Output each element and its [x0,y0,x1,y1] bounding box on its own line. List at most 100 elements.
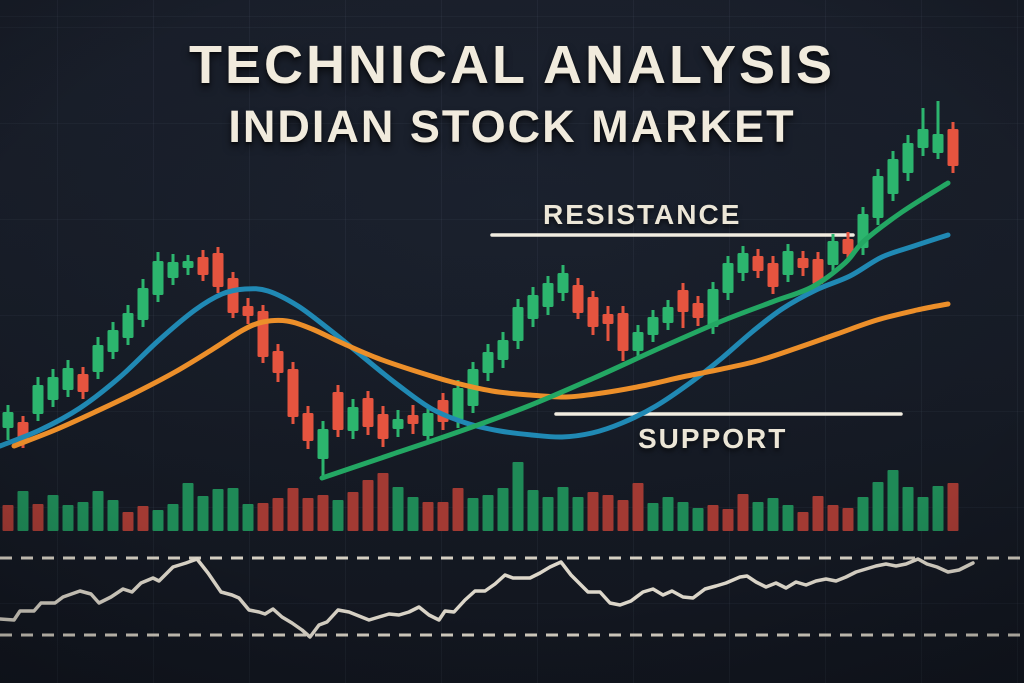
volume-bar [707,505,719,531]
volume-bar [437,502,449,531]
candle-body [92,345,104,372]
volume-bar [632,483,644,531]
volume-bar [167,504,179,531]
ma-orange-line [11,301,951,449]
volume-bar [107,500,119,531]
volume-bar [482,495,494,531]
volume-bar [617,500,629,531]
candle-body [272,351,284,373]
oscillator-line [0,557,975,639]
support-label: SUPPORT [638,423,788,454]
volume-bar [227,488,239,531]
volume-bar [692,508,704,531]
candle-wick [936,101,940,159]
candle-body [377,414,389,439]
candle-body [722,263,734,293]
volume-bar [392,487,404,531]
candle-body [542,283,554,307]
title-block: TECHNICAL ANALYSIS INDIAN STOCK MARKET [0,35,1024,153]
candle-body [767,263,779,287]
candle-body [407,415,419,424]
volume-bar [932,486,944,531]
volume-bar [572,497,584,531]
candle-body [242,306,254,316]
volume-bar [512,462,524,531]
oscillator-group [0,556,1024,639]
volume-bar [497,488,509,531]
volume-bar [782,505,794,531]
volume-bar [92,491,104,531]
candle-body [32,385,44,414]
volume-bar [17,491,29,531]
volume-bar [197,496,209,531]
volume-bar [332,500,344,531]
candle-body [167,262,179,278]
volume-bar [587,492,599,531]
volume-bar [77,502,89,531]
candle-body [182,261,194,268]
candle-body [362,398,374,427]
candle-body [932,134,944,153]
volume-bar [662,497,674,531]
candle-body [422,413,434,436]
candle-body [782,251,794,275]
volume-bar [362,480,374,531]
volume-bar [287,488,299,531]
volume-bar [347,492,359,531]
candle-body [287,369,299,417]
page-subtitle: INDIAN STOCK MARKET [228,101,796,153]
candle-body [917,129,929,148]
candle-body [2,412,14,428]
volume-bar [302,498,314,531]
volume-bar [647,503,659,531]
candle-body [617,313,629,351]
candle-body [662,307,674,323]
volume-bar [527,490,539,531]
candle-body [677,290,689,312]
volume-bar [737,494,749,531]
candle-body [332,392,344,430]
candle-body [392,419,404,429]
candle-body [812,259,824,284]
volume-bar [722,509,734,531]
candle-body [497,340,509,360]
volume-bar [47,495,59,531]
candle-body [887,159,899,194]
volume-bar [62,505,74,531]
volume-bar [602,495,614,531]
candle-body [302,413,314,441]
resistance-label: RESISTANCE [543,199,742,230]
candle-body [572,285,584,313]
candle-body [152,261,164,295]
candle-body [737,253,749,273]
candle-body [122,313,134,338]
candle-body [482,352,494,373]
volume-bar [32,504,44,531]
volume-bar [557,487,569,531]
page-title: TECHNICAL ANALYSIS [188,35,836,95]
candle-body [257,311,269,357]
volume-bar [137,506,149,531]
candlesticks-group [2,101,959,478]
candle-body [197,257,209,275]
candle-body [797,258,809,268]
candle-body [227,278,239,313]
volume-bar [677,502,689,531]
candle-body [707,289,719,327]
candle-body [77,374,89,392]
volume-bar [122,512,134,531]
volume-bar [767,498,779,531]
volume-bar [467,498,479,531]
volume-bar [827,505,839,531]
volume-bar [272,498,284,531]
candle-body [752,256,764,271]
volume-bar [857,497,869,531]
volume-bar [317,495,329,531]
volume-bar [452,488,464,531]
candle-body [872,176,884,218]
candle-body [137,288,149,320]
volume-bar [872,482,884,531]
candle-body [212,253,224,287]
volume-bar [257,503,269,531]
